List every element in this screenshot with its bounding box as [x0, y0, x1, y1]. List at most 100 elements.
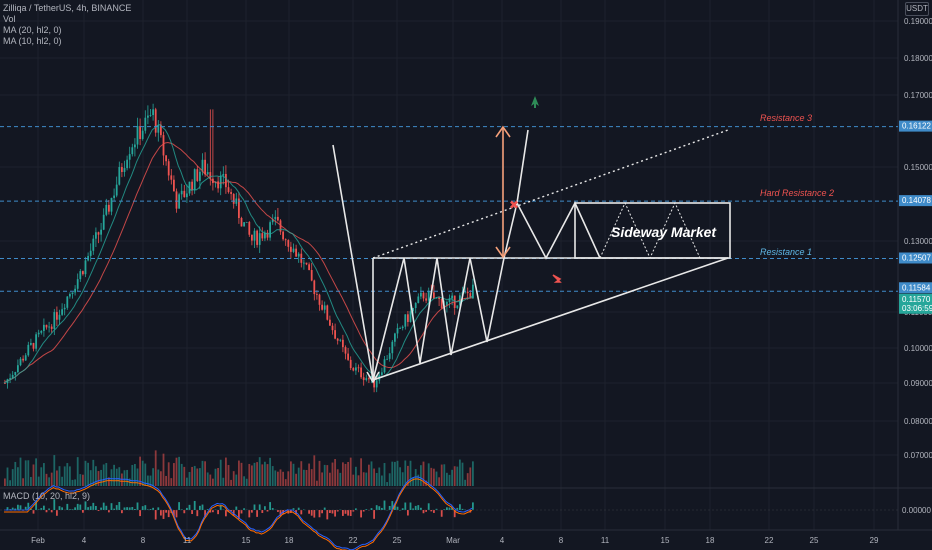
volume-bar: [147, 475, 149, 486]
candle-body: [97, 232, 100, 235]
candle-body: [368, 378, 370, 380]
macd-bar: [40, 508, 43, 510]
candle-body: [141, 130, 144, 139]
volume-bar: [329, 472, 331, 486]
macd-bar: [48, 508, 50, 510]
price-label-value: 0.11570: [902, 295, 931, 304]
macd-bar: [14, 508, 17, 510]
macd-bar: [381, 507, 383, 510]
volume-bar: [443, 464, 446, 486]
macd-bar: [79, 504, 82, 510]
price-tick-label: 0.13000: [904, 237, 932, 246]
volume-bar: [362, 472, 365, 486]
macd-bar: [82, 510, 84, 513]
currency-badge[interactable]: USDT: [905, 2, 929, 16]
volume-bar: [430, 467, 433, 486]
candle-body: [219, 175, 222, 189]
candle-body: [321, 304, 323, 310]
time-tick-label: 25: [810, 536, 819, 545]
time-axis[interactable]: Feb 4 8 11 15 18 22 25 Mar 4 8 11 15 18 22 25 29: [31, 536, 879, 545]
candle-body: [126, 159, 128, 169]
volume-bar: [4, 478, 6, 486]
macd-bar: [461, 508, 464, 510]
volume-bar: [271, 466, 274, 486]
candle-body: [440, 298, 443, 309]
candle-body: [108, 204, 110, 212]
candle-body: [362, 377, 365, 381]
volume-bar: [383, 463, 386, 486]
macd-bar: [149, 509, 152, 510]
volume-bar: [14, 461, 17, 486]
candle-body: [188, 181, 191, 194]
candle-body: [82, 271, 84, 275]
macd-bar: [160, 510, 162, 516]
price-axis[interactable]: 0.190000.180000.170000.150000.130000.110…: [899, 17, 932, 515]
macd-bar: [264, 506, 266, 510]
macd-bar: [308, 510, 310, 514]
macd-bar: [323, 507, 326, 510]
macd-bar: [32, 510, 35, 514]
macd-bar: [141, 506, 144, 510]
macd-bar: [420, 507, 422, 510]
volume-bar: [456, 466, 459, 486]
ma20-indicator-label[interactable]: MA (20, hl2, 0): [3, 25, 62, 35]
symbol-title[interactable]: Zilliqa / TetherUS, 4h, BINANCE: [3, 3, 132, 13]
macd-bar: [144, 505, 147, 510]
volume-bar: [214, 468, 217, 486]
candle-body: [222, 173, 225, 176]
macd-bar: [401, 508, 404, 510]
candle-body: [323, 305, 326, 310]
candle-body: [56, 312, 58, 320]
candle-body: [230, 192, 232, 194]
resistance3-label: Resistance 3: [760, 113, 812, 123]
volume-bar: [40, 467, 43, 486]
volume-bar: [251, 465, 253, 486]
volume-bar: [141, 460, 144, 486]
macd-bar: [414, 505, 417, 510]
volume-bar: [199, 468, 201, 486]
candle-body: [167, 161, 170, 176]
candle-body: [274, 216, 277, 220]
volume-bar: [435, 471, 438, 486]
candle-body: [79, 271, 82, 280]
macd-indicator-label[interactable]: MACD (10, 20, hl2, 9): [3, 491, 91, 501]
volume-bar: [79, 474, 82, 486]
candle-body: [63, 307, 66, 310]
macd-line: [4, 476, 473, 550]
candle-body: [66, 296, 69, 308]
candle-body: [422, 292, 425, 299]
candle-body: [316, 294, 318, 295]
volume-bar: [326, 465, 329, 486]
candle-body: [446, 301, 448, 306]
macd-bar: [105, 505, 108, 510]
macd-bar: [342, 510, 344, 516]
candle-body: [243, 222, 245, 227]
candle-body: [396, 328, 399, 334]
vol-indicator-label[interactable]: Vol: [3, 14, 16, 24]
volume-bar: [422, 461, 425, 486]
candle-body: [32, 343, 35, 349]
candle-body: [170, 175, 173, 180]
time-tick-label: 15: [242, 536, 251, 545]
candle-body: [217, 181, 219, 189]
volume-bar: [157, 469, 160, 486]
volume-bar: [277, 471, 279, 486]
candle-body: [292, 248, 295, 252]
volume-bar: [401, 472, 404, 486]
volume-bar: [24, 460, 27, 486]
candle-body: [417, 296, 420, 303]
macd-bar: [113, 508, 115, 510]
ma20-line: [3, 142, 473, 384]
volume-bar: [279, 469, 282, 486]
macd-bar: [336, 510, 339, 512]
candle-body: [19, 358, 22, 366]
candle-body: [121, 167, 123, 172]
candle-body: [357, 367, 360, 369]
candle-body: [144, 117, 147, 131]
ma10-indicator-label[interactable]: MA (10, hl2, 0): [3, 36, 62, 46]
price-tick-label: 0.19000: [904, 17, 932, 26]
volume-bar: [209, 474, 212, 486]
candle-body: [30, 343, 32, 345]
volume-bar: [66, 463, 69, 486]
